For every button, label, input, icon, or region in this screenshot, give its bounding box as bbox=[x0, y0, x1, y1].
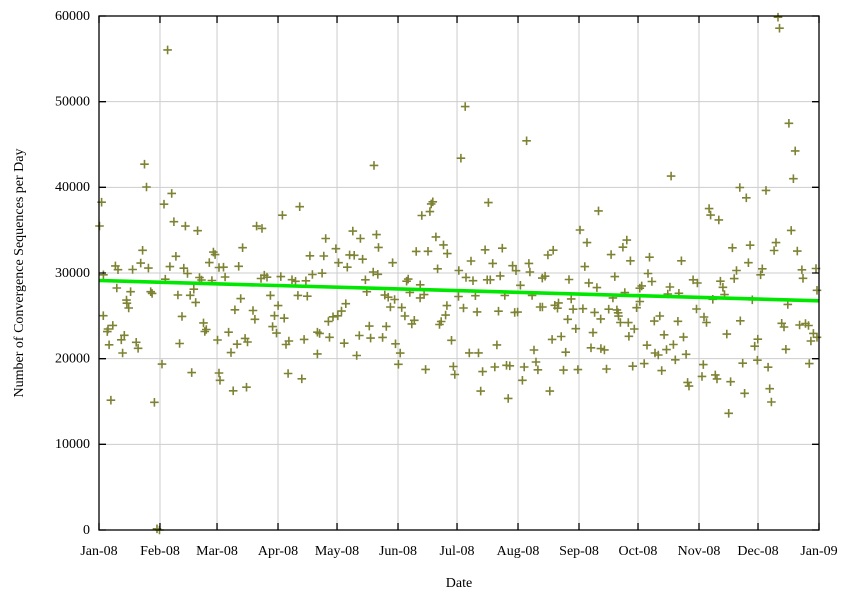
svg-text:0: 0 bbox=[83, 523, 90, 538]
svg-text:Feb-08: Feb-08 bbox=[140, 544, 180, 559]
svg-text:Oct-08: Oct-08 bbox=[619, 544, 658, 559]
svg-text:40000: 40000 bbox=[55, 180, 90, 195]
svg-text:Jun-08: Jun-08 bbox=[379, 544, 417, 559]
svg-text:30000: 30000 bbox=[55, 266, 90, 281]
svg-text:Sep-08: Sep-08 bbox=[559, 544, 599, 559]
svg-text:Dec-08: Dec-08 bbox=[737, 544, 778, 559]
svg-text:Jul-08: Jul-08 bbox=[440, 544, 475, 559]
svg-text:Jan-08: Jan-08 bbox=[80, 544, 117, 559]
svg-text:May-08: May-08 bbox=[315, 544, 359, 559]
svg-text:50000: 50000 bbox=[55, 95, 90, 110]
svg-text:10000: 10000 bbox=[55, 437, 90, 452]
svg-text:Number of Convergence Sequence: Number of Convergence Sequences per Day bbox=[12, 149, 27, 398]
svg-text:Jan-09: Jan-09 bbox=[800, 544, 837, 559]
svg-text:Nov-08: Nov-08 bbox=[678, 544, 721, 559]
svg-text:Date: Date bbox=[446, 576, 472, 591]
svg-text:20000: 20000 bbox=[55, 352, 90, 367]
svg-text:Mar-08: Mar-08 bbox=[196, 544, 238, 559]
svg-text:Aug-08: Aug-08 bbox=[497, 544, 540, 559]
svg-text:60000: 60000 bbox=[55, 9, 90, 24]
svg-text:Apr-08: Apr-08 bbox=[258, 544, 298, 559]
